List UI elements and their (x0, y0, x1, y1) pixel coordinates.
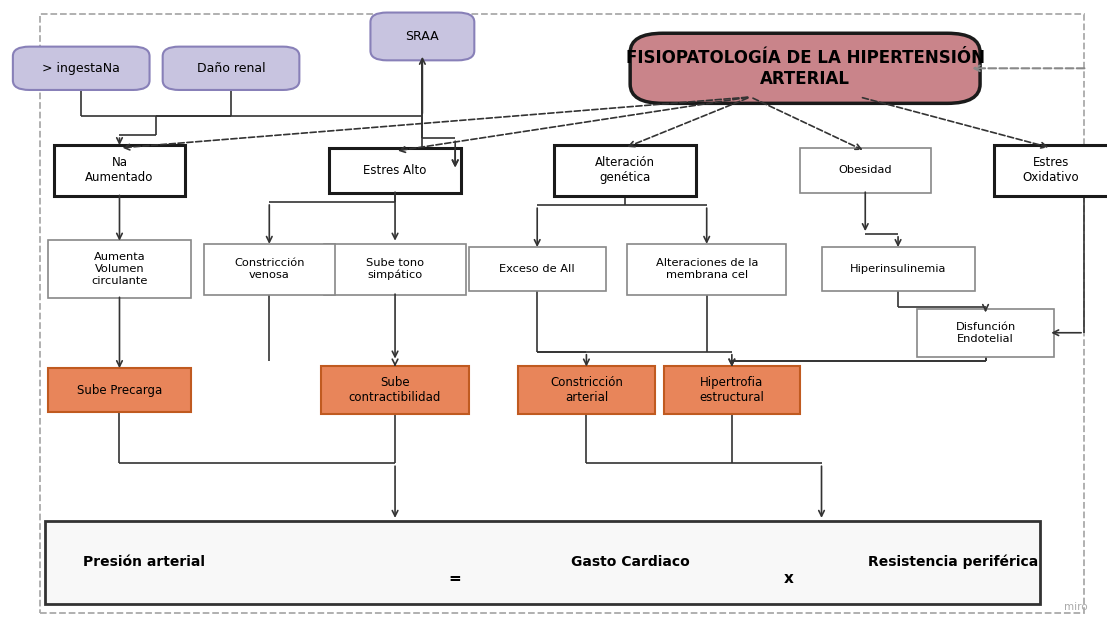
FancyBboxPatch shape (321, 366, 469, 414)
Text: Sube
contractibilidad: Sube contractibilidad (349, 376, 442, 404)
Text: SRAA: SRAA (405, 30, 439, 43)
Text: Alteraciones de la
membrana cel: Alteraciones de la membrana cel (655, 258, 758, 280)
Text: Na
Aumentado: Na Aumentado (85, 156, 154, 184)
FancyBboxPatch shape (49, 241, 190, 298)
Text: Hipertrofia
estructural: Hipertrofia estructural (700, 376, 764, 404)
FancyBboxPatch shape (163, 47, 299, 90)
Text: Alteración
genética: Alteración genética (594, 156, 654, 184)
Text: Estres Alto: Estres Alto (363, 164, 426, 177)
FancyBboxPatch shape (799, 148, 931, 193)
FancyBboxPatch shape (663, 366, 800, 414)
FancyBboxPatch shape (371, 13, 474, 60)
Text: Sube tono
simpático: Sube tono simpático (366, 258, 424, 280)
FancyBboxPatch shape (518, 366, 654, 414)
FancyBboxPatch shape (918, 309, 1054, 356)
Text: Daño renal: Daño renal (197, 62, 266, 75)
Text: miro: miro (1064, 602, 1087, 612)
Text: Presión arterial: Presión arterial (83, 555, 205, 569)
FancyBboxPatch shape (628, 244, 786, 294)
FancyBboxPatch shape (469, 246, 606, 291)
Text: Gasto Cardiaco: Gasto Cardiaco (571, 555, 690, 569)
FancyBboxPatch shape (630, 33, 980, 103)
Text: Constricción
venosa: Constricción venosa (234, 258, 304, 280)
Text: =: = (448, 571, 462, 586)
FancyBboxPatch shape (13, 47, 149, 90)
Text: Aumenta
Volumen
circulante: Aumenta Volumen circulante (91, 252, 147, 285)
Text: Sube Precarga: Sube Precarga (76, 383, 162, 397)
FancyBboxPatch shape (554, 145, 696, 196)
FancyBboxPatch shape (330, 148, 461, 193)
Text: x: x (784, 571, 794, 586)
Text: FISIOPATOLOGÍA DE LA HIPERTENSIÓN
ARTERIAL: FISIOPATOLOGÍA DE LA HIPERTENSIÓN ARTERI… (625, 49, 984, 88)
Text: Obesidad: Obesidad (838, 165, 892, 175)
FancyBboxPatch shape (994, 145, 1107, 196)
FancyBboxPatch shape (324, 244, 466, 294)
FancyBboxPatch shape (49, 368, 190, 412)
Text: Resistencia periférica: Resistencia periférica (868, 555, 1038, 570)
Text: Constricción
arterial: Constricción arterial (550, 376, 623, 404)
FancyBboxPatch shape (54, 145, 185, 196)
FancyBboxPatch shape (45, 521, 1041, 604)
Text: Hiperinsulinemia: Hiperinsulinemia (850, 264, 946, 274)
Text: Estres
Oxidativo: Estres Oxidativo (1023, 156, 1079, 184)
Text: > ingestaNa: > ingestaNa (42, 62, 121, 75)
FancyBboxPatch shape (821, 246, 974, 291)
Text: Exceso de AII: Exceso de AII (499, 264, 575, 274)
Text: Disfunción
Endotelial: Disfunción Endotelial (955, 322, 1015, 344)
FancyBboxPatch shape (204, 244, 335, 294)
